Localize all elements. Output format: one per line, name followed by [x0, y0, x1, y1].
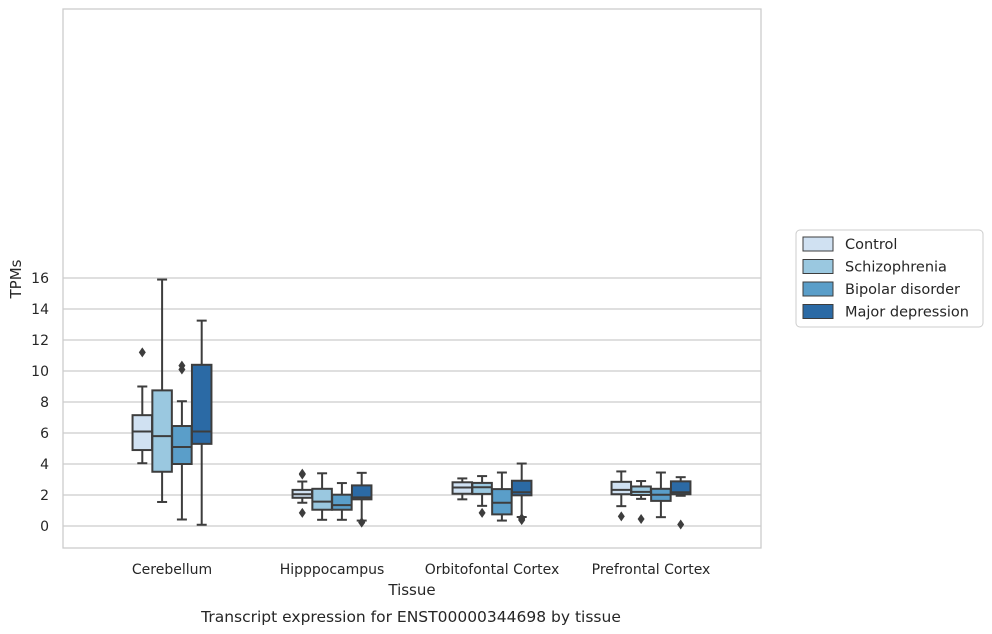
box-group: [471, 475, 493, 518]
y-tick-label: 16: [31, 271, 49, 287]
x-axis-label: Tissue: [387, 581, 435, 599]
legend: Control Schizophrenia Bipolar disorder Majo…: [795, 229, 984, 328]
legend-swatch: [802, 236, 834, 252]
legend-label: Bipolar disorder: [845, 282, 960, 298]
box: [669, 480, 692, 496]
outlier-point: [138, 347, 146, 358]
box: [171, 425, 193, 465]
box: [331, 493, 353, 511]
box-series: [131, 278, 692, 530]
series-schizophrenia: [151, 278, 652, 525]
box: [131, 414, 154, 452]
box: [491, 488, 513, 516]
outlier-point: [358, 517, 366, 528]
box-group: [331, 482, 353, 521]
outlier-point: [478, 507, 486, 518]
x-tick-label: Prefrontal Cortex: [592, 562, 711, 578]
series-major-depression: [190, 319, 692, 530]
y-tick-label: 0: [40, 519, 49, 535]
legend-label: Schizophrenia: [845, 260, 947, 276]
box-group: [190, 319, 213, 526]
y-tick-label: 10: [31, 364, 49, 380]
box-group: [491, 471, 513, 522]
outlier-point: [298, 507, 306, 518]
box-group: [610, 470, 633, 522]
x-tick-label: Hipppocampus: [280, 562, 385, 578]
y-tick-label: 12: [31, 333, 49, 349]
box: [190, 363, 213, 445]
box: [151, 389, 173, 473]
box-group: [350, 471, 373, 528]
x-tick-label: Orbitofontal Cortex: [425, 562, 560, 578]
box: [630, 485, 652, 497]
y-tick-label: 8: [40, 395, 49, 411]
series-control: [131, 347, 633, 522]
box-group: [669, 476, 692, 530]
y-axis-label: TPMs: [7, 259, 25, 299]
box: [350, 484, 373, 501]
series-bipolar-disorder: [171, 360, 672, 522]
box-group: [151, 278, 173, 503]
outlier-point: [617, 511, 625, 522]
box-group: [171, 360, 193, 521]
y-tick-label: 14: [31, 302, 49, 318]
box-group: [630, 480, 652, 525]
box: [311, 487, 333, 511]
chart-caption: Transcript expression for ENST0000034469…: [200, 608, 621, 626]
legend-frame: [795, 229, 984, 328]
plot-frame: [62, 8, 762, 549]
legend-label: Major depression: [845, 305, 969, 321]
legend-swatch: [802, 281, 834, 297]
legend-swatch: [802, 259, 834, 274]
x-tick-label: Cerebellum: [132, 562, 212, 578]
box: [471, 481, 493, 495]
y-tick-labels: 0 2 4 6 8 10 12 14 16: [31, 271, 49, 535]
outlier-point: [178, 360, 186, 371]
legend-label: Control: [845, 237, 897, 253]
y-tick-label: 6: [40, 426, 49, 442]
box: [610, 480, 633, 496]
outlier-point: [518, 512, 526, 523]
legend-swatch: [802, 304, 834, 319]
outlier-point: [677, 519, 685, 530]
outlier-point: [637, 514, 645, 525]
x-tick-labels: Cerebellum Hipppocampus Orbitofontal Corte…: [132, 562, 710, 578]
y-tick-label: 2: [40, 488, 49, 504]
y-tick-label: 4: [40, 457, 49, 473]
outlier-point: [298, 468, 306, 479]
box-group: [510, 462, 533, 526]
box-group: [291, 468, 314, 518]
